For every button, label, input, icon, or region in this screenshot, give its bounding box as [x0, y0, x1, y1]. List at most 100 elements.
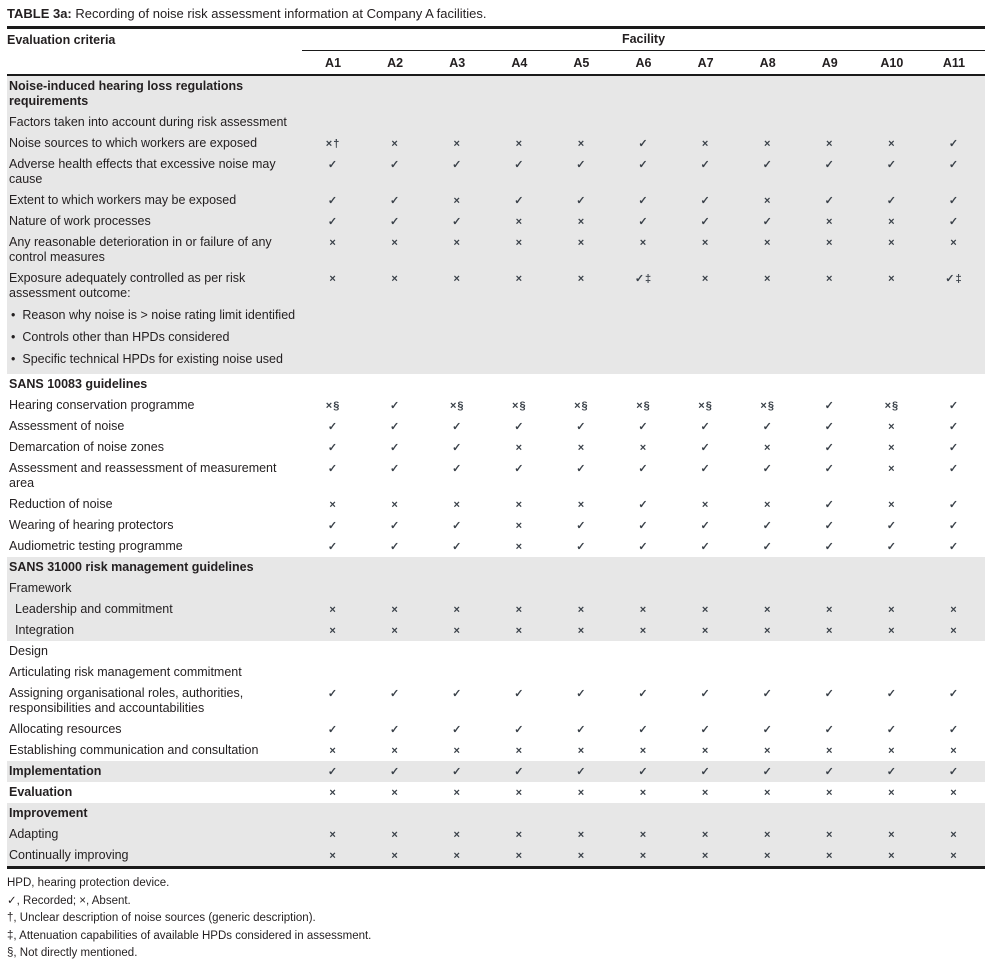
row-label-text: Any reasonable deterioration in or failu…	[9, 235, 272, 264]
mark-cell: ✓	[390, 520, 401, 532]
row-label: Leadership and commitment	[7, 599, 302, 620]
mark-cell: ×	[453, 787, 461, 799]
mark-cell: ×	[763, 442, 772, 454]
mark-cell: ✓	[824, 766, 835, 778]
mark-cell: ✓	[390, 766, 401, 778]
row-label-text: Exposure adequately controlled as per ri…	[9, 271, 246, 300]
bullet-item: Specific technical HPDs for existing noi…	[9, 349, 296, 371]
mark-cell: ×	[329, 625, 337, 637]
mark-cell: ×	[826, 604, 834, 616]
table-body: Noise-induced hearing loss regulations r…	[7, 76, 985, 869]
mark-cell: ×	[329, 850, 337, 862]
mark-cell: ×	[826, 850, 834, 862]
mark-cell: ×	[577, 829, 586, 841]
mark-cell: ✓	[638, 463, 649, 475]
mark-cell: ✓	[452, 159, 463, 171]
mark-cell: ✓	[948, 541, 960, 553]
mark-cell: ✓	[576, 159, 587, 171]
mark-cell: ✓	[762, 159, 773, 171]
table-row: Assigning organisational roles, authorit…	[7, 683, 985, 719]
mark-cell: ×	[577, 787, 586, 799]
mark-cell: ×§	[636, 400, 651, 412]
row-label: Extent to which workers may be exposed	[7, 190, 302, 211]
mark-cell: ×	[639, 442, 648, 454]
mark-cell: ×	[391, 829, 399, 841]
mark-cell: ✓	[700, 159, 711, 171]
table-row: Reduction of noise × × × × × ✓ × × ✓ × ✓	[7, 494, 985, 515]
mark-cell: ✓	[576, 766, 587, 778]
mark-cell: ✓	[327, 216, 339, 228]
mark-cell: ✓	[514, 688, 525, 700]
row-label-text: Design	[9, 644, 48, 658]
mark-cell: ✓	[948, 195, 960, 207]
row-label: Implementation	[7, 761, 302, 782]
row-label-text: Adverse health effects that excessive no…	[9, 157, 276, 186]
mark-cell: ✓	[762, 520, 773, 532]
mark-cell: ×	[639, 745, 648, 757]
mark-cell: ×	[826, 745, 834, 757]
mark-cell: ✓	[638, 520, 649, 532]
mark-cell: ✓	[390, 724, 401, 736]
table-row: Noise sources to which workers are expos…	[7, 133, 985, 154]
mark-cell: ✓	[886, 520, 897, 532]
row-label: Assessment of noise	[7, 416, 302, 437]
mark-cell: ×§	[884, 400, 900, 412]
mark-cell: ×	[329, 787, 337, 799]
mark-cell: ×	[826, 216, 834, 228]
mark-cell: ×	[391, 138, 399, 150]
footnotes: HPD, hearing protection device. ✓, Recor…	[7, 869, 985, 963]
table-header: Evaluation criteria Facility A1 A2 A3 A4 A5 A…	[7, 29, 985, 76]
mark-cell: ×	[639, 787, 648, 799]
criteria-header: Evaluation criteria	[7, 33, 116, 47]
mark-cell: ×	[453, 499, 461, 511]
mark-cell: ✓	[700, 688, 711, 700]
mark-cell: ✓	[762, 216, 773, 228]
table-row: Implementation ✓ ✓ ✓ ✓ ✓ ✓ ✓ ✓ ✓ ✓ ✓	[7, 761, 985, 782]
mark-cell: ×	[639, 850, 648, 862]
row-label-text: Noise sources to which workers are expos…	[9, 136, 258, 150]
mark-cell: ×	[950, 850, 958, 862]
row-label-text: Audiometric testing programme	[9, 539, 183, 553]
mark-cell: ×	[888, 499, 896, 511]
mark-cell: ×	[577, 850, 586, 862]
row-label-text: Noise-induced hearing loss regulations r…	[9, 79, 244, 108]
table-row: Demarcation of noise zones ✓ ✓ ✓ × × × ✓ × ✓ × ✓	[7, 437, 985, 458]
mark-cell: ✓‡	[634, 273, 653, 285]
mark-cell: ✓	[390, 400, 401, 412]
row-label: Noise sources to which workers are expos…	[7, 133, 302, 154]
mark-cell: ✓	[948, 216, 960, 228]
mark-cell: ×	[577, 604, 586, 616]
row-label-text: Assessment of noise	[9, 419, 125, 433]
mark-cell: ✓	[948, 499, 960, 511]
mark-cell: ✓	[762, 688, 773, 700]
mark-cell: ✓	[824, 688, 835, 700]
mark-cell: ×	[701, 787, 710, 799]
mark-cell: ✓	[452, 421, 463, 433]
mark-cell: ✓	[452, 442, 463, 454]
mark-cell: ×	[515, 829, 524, 841]
mark-cell: ✓	[700, 442, 711, 454]
table-row: Factors taken into account during risk a…	[7, 112, 985, 133]
mark-cell: ×	[391, 604, 399, 616]
mark-cell: ✓	[327, 541, 339, 553]
table-row: Assessment of noise ✓ ✓ ✓ ✓ ✓ ✓ ✓ ✓ ✓ × ✓	[7, 416, 985, 437]
row-label: Establishing communication and consultat…	[7, 740, 302, 761]
mark-cell: ✓	[638, 195, 649, 207]
mark-cell: ×	[329, 237, 337, 249]
mark-cell: ×	[763, 237, 772, 249]
mark-cell: ✓	[390, 159, 401, 171]
mark-cell: ✓	[886, 541, 897, 553]
mark-cell: ×	[888, 625, 896, 637]
mark-cell: ×	[577, 237, 586, 249]
mark-cell: ✓	[948, 766, 960, 778]
mark-cell: ✓	[576, 195, 587, 207]
mark-cell: ✓	[327, 159, 339, 171]
facility-column-header: A5	[573, 56, 590, 70]
mark-cell: ×	[888, 463, 896, 475]
mark-cell: ✓	[824, 159, 835, 171]
mark-cell: ×	[888, 273, 896, 285]
mark-cell: ×	[950, 787, 958, 799]
mark-cell: ×§	[698, 400, 713, 412]
mark-cell: ✓	[638, 159, 649, 171]
mark-cell: ✓	[452, 520, 463, 532]
